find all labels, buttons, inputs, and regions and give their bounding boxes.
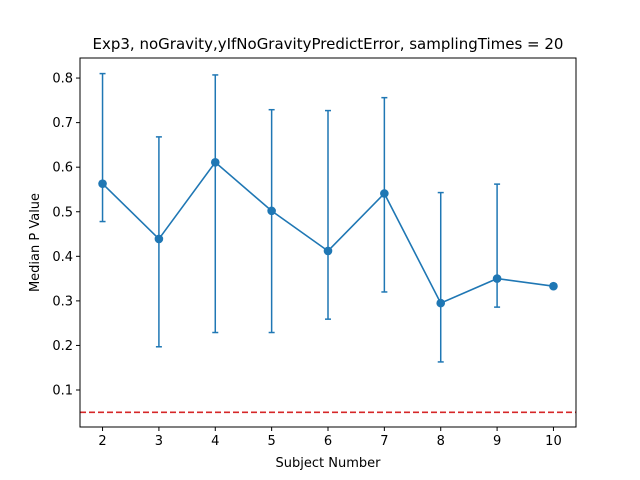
x-tick-label: 4 [211,434,219,449]
x-tick-label: 9 [493,434,501,449]
data-point [267,206,276,216]
y-tick-label: 0.5 [52,205,73,220]
data-point [436,298,446,308]
x-tick-label: 7 [380,434,388,449]
chart-title: Exp3, noGravity,yIfNoGravityPredictError… [93,35,564,53]
x-tick-label: 8 [437,434,445,449]
axis-ticks: 2 3 4 5 6 7 8 9 10 0.1 0.2 0.3 0.4 0.5 0.6 0.7 0.8 [52,72,561,449]
y-tick-label: 0.4 [52,250,73,265]
x-tick-label: 6 [324,434,332,449]
y-tick-label: 0.7 [52,116,73,131]
y-tick-label: 0.1 [52,384,73,399]
y-axis-label: Median P Value [28,193,43,292]
x-tick-label: 10 [545,434,562,449]
data-point [380,189,389,198]
data-point [210,157,220,167]
data-point [492,274,502,283]
data-point [549,281,558,291]
data-point [154,234,164,244]
x-tick-label: 2 [98,434,106,449]
data-point [98,179,107,188]
data-point [323,246,333,256]
x-axis-label: Subject Number [276,456,382,471]
x-tick-label: 5 [267,434,275,449]
x-tick-label: 3 [155,434,163,449]
plot-area [80,72,576,414]
y-tick-label: 0.6 [52,161,73,176]
y-tick-label: 0.3 [52,294,73,309]
y-tick-label: 0.8 [52,72,73,87]
y-tick-label: 0.2 [52,339,73,354]
